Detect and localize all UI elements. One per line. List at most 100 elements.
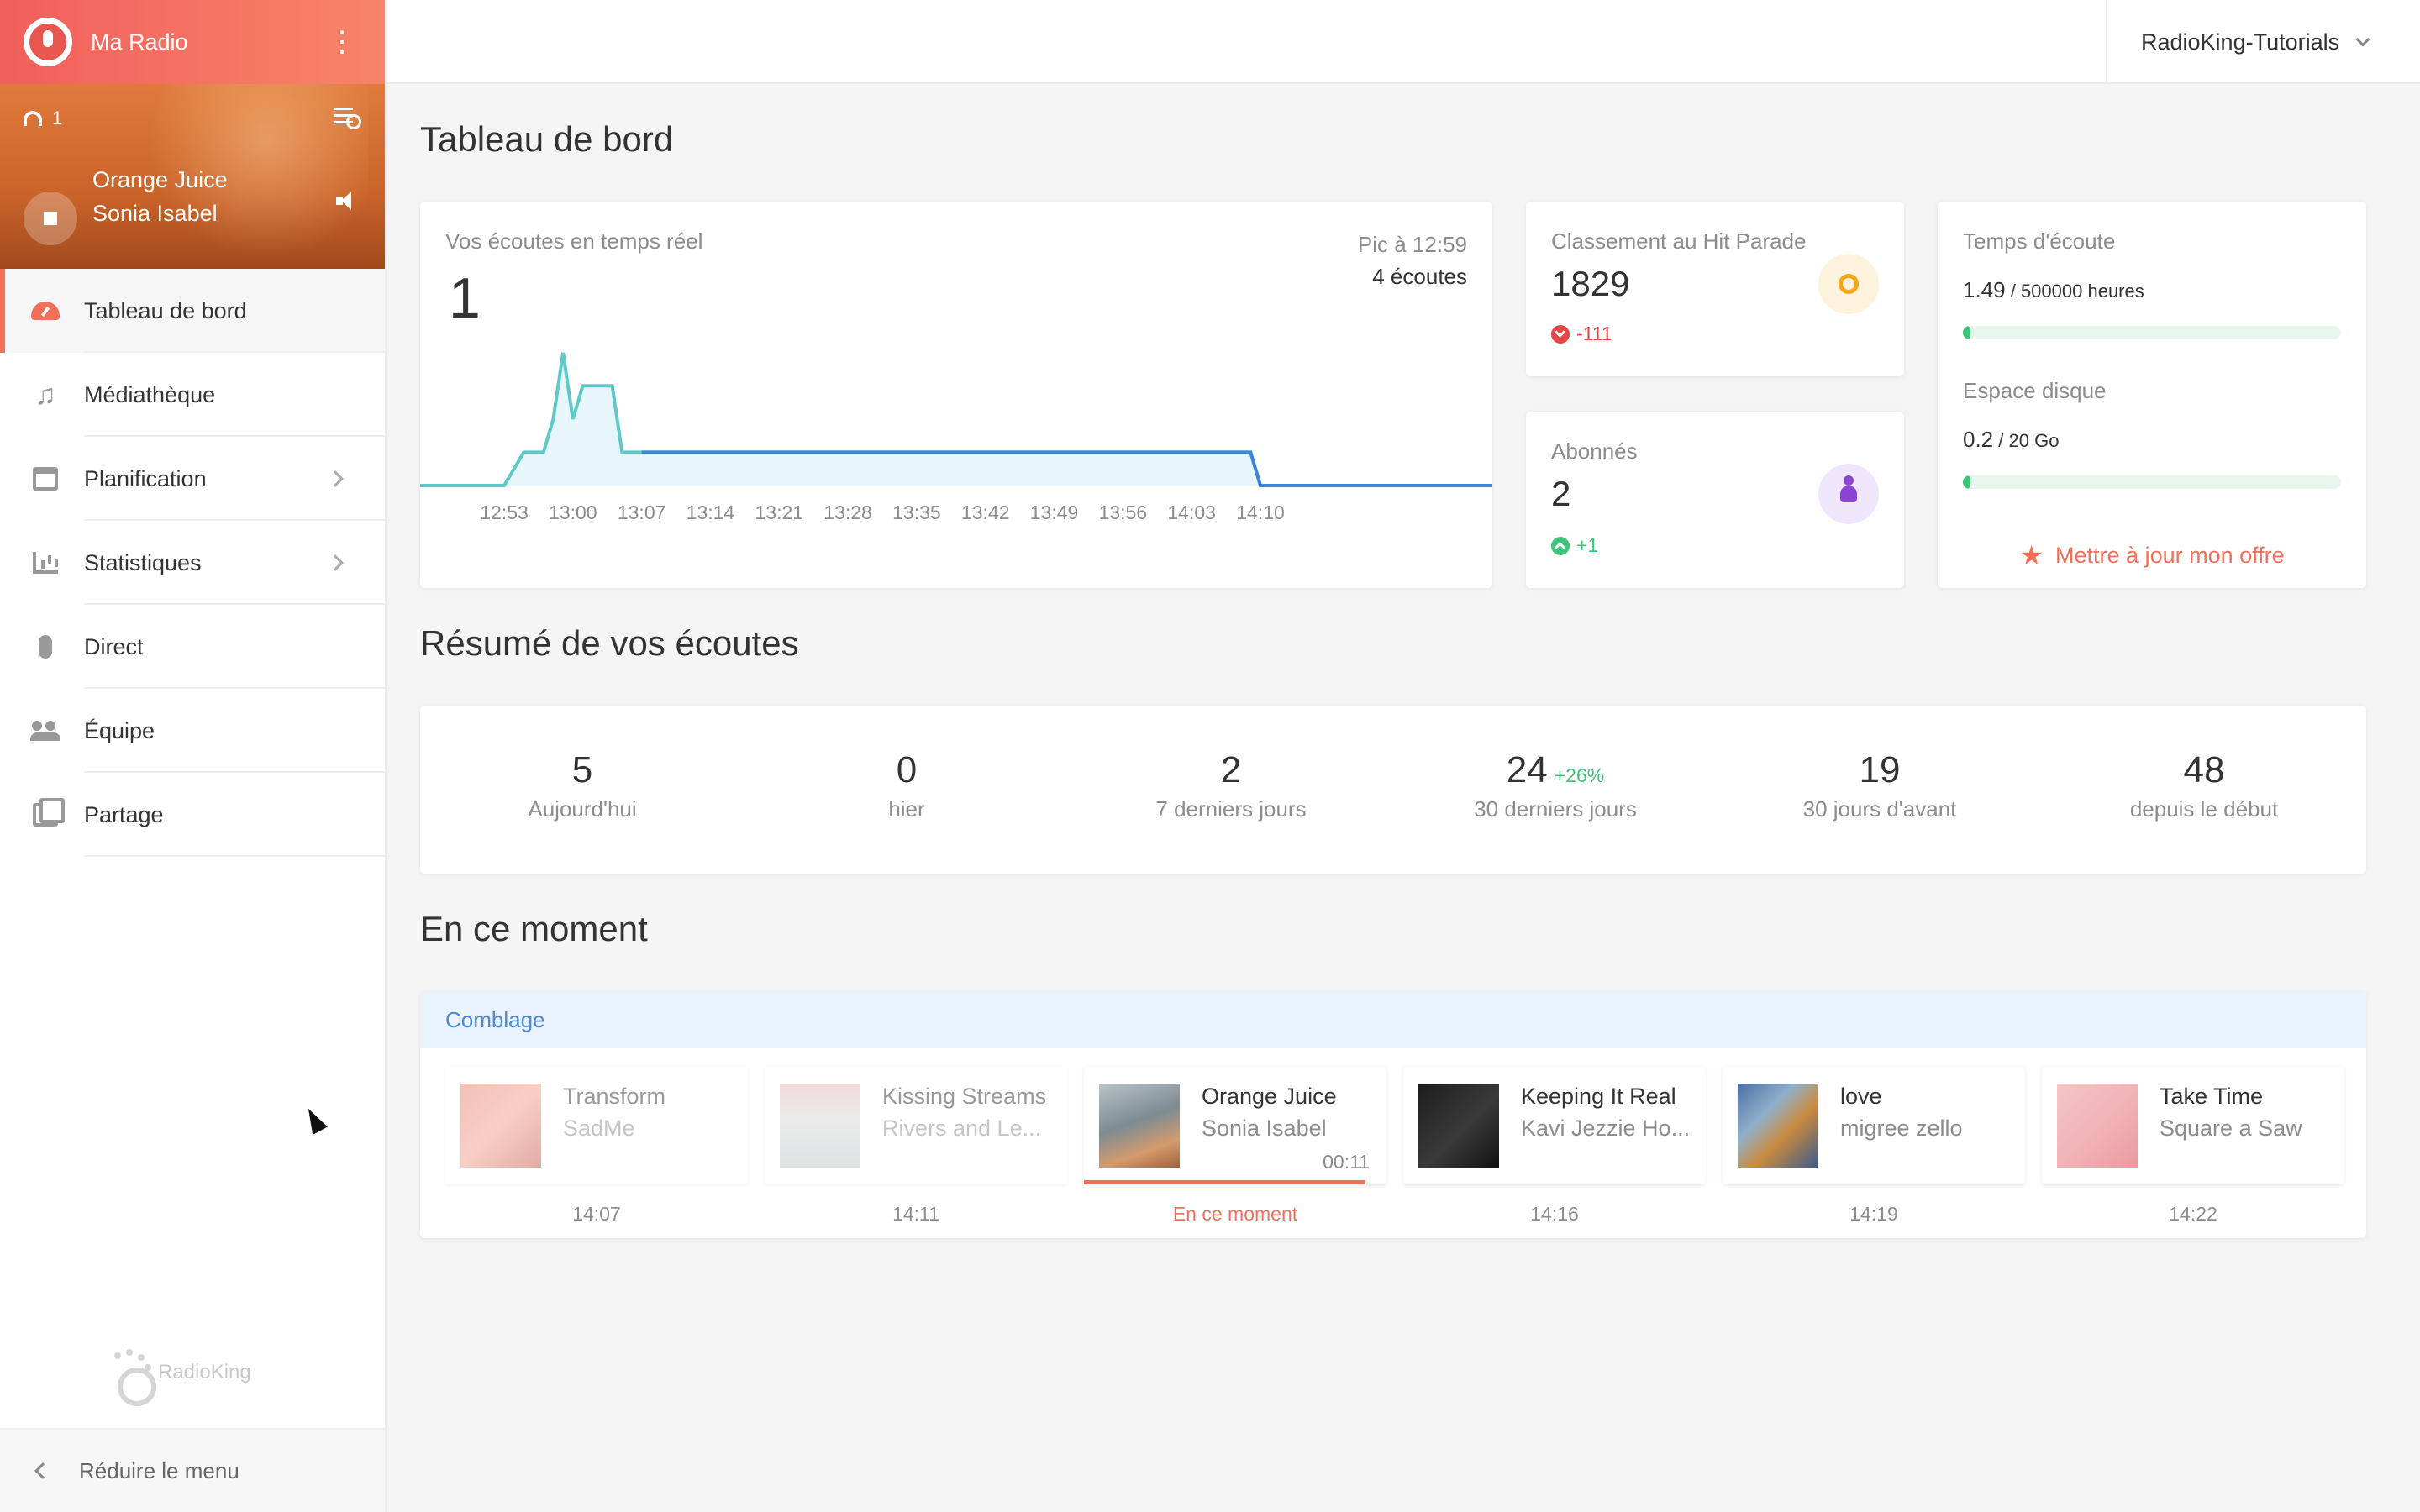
track-time: 14:19 xyxy=(1849,1203,1898,1225)
volume-icon[interactable] xyxy=(336,190,358,212)
subscribers-delta-value: +1 xyxy=(1576,534,1599,556)
chevron-right-icon xyxy=(327,470,344,487)
listener-count-value: 1 xyxy=(52,108,63,129)
chevron-right-icon xyxy=(327,554,344,571)
track-card[interactable]: love migree zello xyxy=(1723,1067,2025,1184)
summary-label: hier xyxy=(888,796,925,822)
sidebar-item-media-library[interactable]: ♫ Médiathèque xyxy=(0,353,385,437)
track-card[interactable]: Kissing Streams Rivers and Le... xyxy=(765,1067,1067,1184)
topbar: RadioKing-Tutorials xyxy=(387,0,2420,84)
summary-since-start: 48 depuis le début xyxy=(2042,749,2366,822)
upgrade-offer-link[interactable]: ★ Mettre à jour mon offre xyxy=(1938,539,2366,571)
sidebar-item-statistics[interactable]: Statistiques xyxy=(0,521,385,605)
account-name: RadioKing-Tutorials xyxy=(2141,29,2340,55)
track-time: 14:22 xyxy=(2169,1203,2217,1225)
track-time: En ce moment xyxy=(1172,1203,1298,1225)
sidebar-item-label: Tableau de bord xyxy=(84,297,247,323)
summary-value: 2 xyxy=(1220,749,1242,790)
account-dropdown[interactable]: RadioKing-Tutorials xyxy=(2106,0,2420,84)
hit-parade-value: 1829 xyxy=(1551,264,1630,303)
microphone-icon xyxy=(30,632,60,662)
sidebar-item-label: Direct xyxy=(84,633,144,659)
track-title: Take Time xyxy=(2160,1084,2264,1109)
hit-parade-delta-value: -111 xyxy=(1576,323,1612,344)
page-title: Tableau de bord xyxy=(420,119,674,159)
disk-space-bar xyxy=(1963,475,2341,489)
x-tick-label: 14:03 xyxy=(1167,501,1216,523)
disk-space-used: 0.2 xyxy=(1963,427,1994,452)
listening-time-label: Temps d'écoute xyxy=(1963,228,2116,254)
medal-icon xyxy=(1818,254,1879,314)
chevron-down-icon xyxy=(2355,32,2370,47)
subscribers-value: 2 xyxy=(1551,474,1571,513)
radio-logo[interactable] xyxy=(24,18,72,66)
album-cover xyxy=(780,1084,860,1168)
realtime-value: 1 xyxy=(449,266,481,330)
headphones-icon xyxy=(24,111,42,126)
album-cover xyxy=(460,1084,541,1168)
x-tick-label: 13:07 xyxy=(618,501,666,523)
chevron-left-icon xyxy=(34,1462,51,1479)
sidebar-item-dashboard[interactable]: Tableau de bord xyxy=(0,269,385,353)
peak-label: Pic à 12:59 xyxy=(1357,232,1467,257)
x-tick-label: 13:56 xyxy=(1099,501,1148,523)
summary-label: depuis le début xyxy=(2129,796,2279,822)
hit-parade-delta: -111 xyxy=(1551,323,1612,345)
sidebar-item-share[interactable]: Partage xyxy=(0,773,385,857)
sidebar-item-live[interactable]: Direct xyxy=(0,605,385,689)
album-cover xyxy=(2057,1084,2138,1168)
sidebar-item-planning[interactable]: Planification xyxy=(0,437,385,521)
calendar-icon xyxy=(30,464,60,494)
sidebar-item-label: Partage xyxy=(84,801,164,827)
x-tick-label: 13:28 xyxy=(823,501,872,523)
track-time: 14:11 xyxy=(892,1203,939,1225)
summary-value: 24 xyxy=(1506,749,1548,790)
hit-parade-card[interactable]: Classement au Hit Parade 1829 -111 xyxy=(1526,202,1904,376)
summary-yesterday: 0 hier xyxy=(744,749,1069,822)
track-artist: Kavi Jezzie Ho... xyxy=(1521,1116,1691,1141)
summary-title: Résumé de vos écoutes xyxy=(420,623,799,663)
team-icon xyxy=(30,716,60,746)
summary-7-days: 2 7 derniers jours xyxy=(1069,749,1393,822)
arrow-down-icon xyxy=(1551,324,1570,344)
track-card[interactable]: Keeping It Real Kavi Jezzie Ho... xyxy=(1403,1067,1706,1184)
track-title: Keeping It Real xyxy=(1521,1084,1676,1109)
chart-line-steady xyxy=(641,450,1492,487)
realtime-listeners-card: Vos écoutes en temps réel 1 Pic à 12:59 … xyxy=(420,202,1492,588)
track-artist: SadMe xyxy=(563,1116,635,1141)
hit-parade-label: Classement au Hit Parade xyxy=(1551,228,1807,254)
now-playing-title: Orange Juice xyxy=(92,167,228,192)
playlist-name[interactable]: Comblage xyxy=(420,991,2366,1048)
track-time: 14:07 xyxy=(572,1203,621,1225)
user-icon xyxy=(1818,464,1879,524)
radio-name[interactable]: Ma Radio xyxy=(91,29,188,55)
summary-value: 5 xyxy=(571,749,593,790)
now-playing-info: Orange Juice Sonia Isabel xyxy=(92,163,228,230)
summary-label: Aujourd'hui xyxy=(528,796,637,822)
x-tick-label: 14:10 xyxy=(1236,501,1285,523)
track-artist: Rivers and Le... xyxy=(882,1116,1042,1141)
summary-label: 30 derniers jours xyxy=(1474,796,1637,822)
queue-history-icon[interactable] xyxy=(334,108,361,129)
track-card-current[interactable]: Orange Juice Sonia Isabel 00:11 xyxy=(1084,1067,1386,1184)
track-card[interactable]: Transform SadMe xyxy=(445,1067,748,1184)
mini-player: 1 Orange Juice Sonia Isabel xyxy=(0,84,385,269)
subscribers-card[interactable]: Abonnés 2 +1 xyxy=(1526,412,1904,588)
album-cover xyxy=(1099,1084,1180,1168)
more-options-icon[interactable]: ⋮ xyxy=(328,26,356,58)
collapse-menu-label: Réduire le menu xyxy=(79,1457,239,1483)
sidebar-header: Ma Radio ⋮ xyxy=(0,0,385,84)
x-tick-label: 13:00 xyxy=(549,501,597,523)
dashboard-icon xyxy=(30,296,60,326)
collapse-menu-button[interactable]: Réduire le menu xyxy=(0,1428,385,1512)
track-card[interactable]: Take Time Square a Saw xyxy=(2042,1067,2344,1184)
stop-button[interactable] xyxy=(24,192,77,245)
microphone-logo-icon xyxy=(29,24,66,60)
track-elapsed: 00:11 xyxy=(1323,1151,1370,1173)
track-title: Transform xyxy=(563,1084,666,1109)
now-title: En ce moment xyxy=(420,909,648,948)
sidebar: Ma Radio ⋮ 1 Orange Juice Sonia Isabel T… xyxy=(0,0,387,1512)
sidebar-item-team[interactable]: Équipe xyxy=(0,689,385,773)
summary-growth: +26% xyxy=(1554,764,1605,786)
now-playing-artist: Sonia Isabel xyxy=(92,201,218,226)
